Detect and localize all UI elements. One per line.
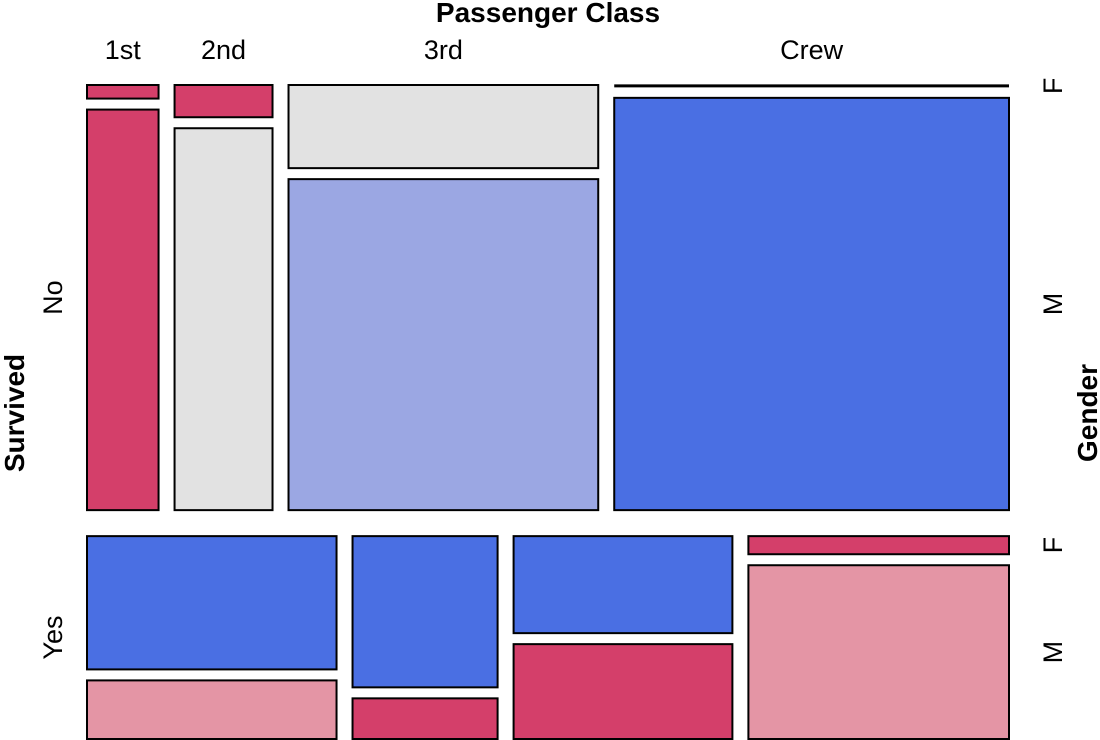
- class-label-3rd: 3rd: [424, 35, 463, 65]
- survived-label-yes: Yes: [38, 616, 68, 660]
- survived-label-no: No: [38, 280, 68, 315]
- tile-yes-3rd-m: [512, 643, 734, 740]
- mosaic-tiles: [86, 84, 1011, 740]
- gender-label-f-no: F: [1038, 78, 1068, 95]
- tile-no-1st-m: [86, 108, 160, 512]
- gender-label-m-no: M: [1038, 293, 1068, 316]
- class-label-1st: 1st: [105, 35, 142, 65]
- tile-yes-3rd-f: [512, 535, 734, 635]
- class-label-2nd: 2nd: [201, 35, 246, 65]
- tile-no-3rd-m: [287, 178, 600, 512]
- tile-no-3rd-f: [287, 84, 600, 170]
- tile-yes-2nd-f: [351, 535, 499, 689]
- tile-no-1st-f: [86, 84, 160, 100]
- right-axis-title: Gender: [1072, 364, 1100, 462]
- tile-no-crew-m: [613, 96, 1011, 512]
- gender-label-f-yes: F: [1038, 537, 1068, 554]
- class-label-crew: Crew: [780, 35, 844, 65]
- tick-labels: 1st 2nd 3rd Crew No F M Yes F M: [38, 35, 1068, 663]
- tile-no-2nd-f: [173, 84, 274, 119]
- tile-yes-1st-m: [86, 679, 338, 740]
- tile-yes-2nd-m: [351, 697, 499, 740]
- tile-yes-crew-m: [747, 564, 1010, 740]
- tile-no-2nd-m: [173, 127, 274, 512]
- tile-yes-crew-f: [747, 535, 1010, 556]
- tile-yes-1st-f: [86, 535, 338, 671]
- gender-label-m-yes: M: [1038, 641, 1068, 664]
- y-axis-title: Survived: [0, 354, 30, 472]
- x-axis-title: Passenger Class: [436, 0, 660, 28]
